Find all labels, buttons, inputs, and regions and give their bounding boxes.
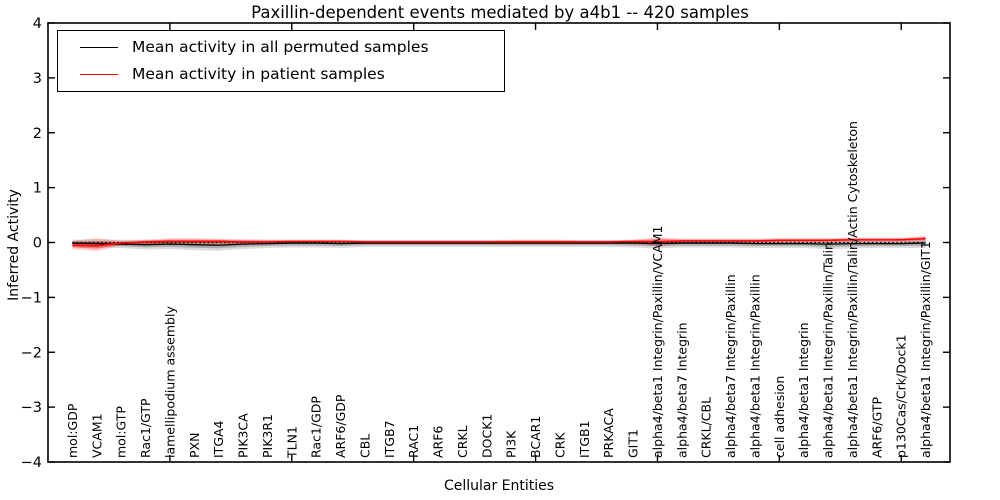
x-tick-label: CRKL bbox=[455, 425, 470, 458]
x-tick-label: PIK3CA bbox=[236, 413, 251, 458]
patient-inner-band bbox=[72, 237, 926, 249]
x-tick-label: Rac1/GDP bbox=[309, 396, 324, 458]
x-tick-label: alpha4/beta1 Integrin/Paxillin/Talin/Act… bbox=[845, 121, 860, 458]
x-tick-label: ARF6 bbox=[431, 426, 446, 458]
x-tick-label: alpha4/beta1 Integrin bbox=[796, 322, 811, 458]
legend-label: Mean activity in all permuted samples bbox=[132, 38, 429, 56]
x-tick-label: mol:GDP bbox=[65, 403, 80, 458]
x-tick-label: alpha4/beta1 Integrin/Paxillin/VCAM1 bbox=[650, 226, 665, 458]
y-tick-label: 1 bbox=[33, 181, 42, 197]
x-tick-label: alpha4/beta7 Integrin/Paxillin bbox=[723, 274, 738, 458]
y-tick-label: −1 bbox=[21, 290, 42, 306]
x-tick-label: p130Cas/Crk/Dock1 bbox=[894, 334, 909, 458]
x-tick-label: Rac1/GTP bbox=[138, 398, 153, 458]
x-tick-label: cell adhesion bbox=[772, 376, 787, 458]
patient-mean-line bbox=[72, 238, 926, 247]
x-tick-label: CRK bbox=[552, 432, 567, 458]
y-tick-label: −2 bbox=[21, 345, 42, 361]
x-tick-label: ITGB7 bbox=[382, 420, 397, 458]
legend-item-patient: Mean activity in patient samples bbox=[70, 65, 492, 83]
y-tick-label: −3 bbox=[21, 400, 42, 416]
x-tick-label: VCAM1 bbox=[89, 413, 104, 458]
x-tick-label: ARF6/GDP bbox=[333, 394, 348, 458]
y-tick-label: 2 bbox=[33, 126, 42, 142]
x-tick-label: alpha4/beta1 Integrin/Paxillin/Talin bbox=[821, 242, 836, 458]
x-tick-label: ITGB1 bbox=[577, 420, 592, 458]
x-tick-label: ARF6/GTP bbox=[869, 397, 884, 458]
y-tick-label: 3 bbox=[33, 71, 42, 87]
x-tick-label: PI3K bbox=[504, 430, 519, 458]
x-tick-label: CBL bbox=[357, 434, 372, 458]
legend-label: Mean activity in patient samples bbox=[132, 65, 385, 83]
permuted-line-swatch bbox=[80, 46, 118, 48]
x-tick-label: PRKACA bbox=[601, 408, 616, 458]
legend: Mean activity in all permuted samples Me… bbox=[57, 30, 505, 92]
x-tick-label: CRKL/CBL bbox=[699, 397, 714, 458]
x-tick-label: BCAR1 bbox=[528, 416, 543, 458]
x-tick-label: mol:GTP bbox=[114, 406, 129, 458]
x-tick-label: PXN bbox=[187, 433, 202, 458]
y-tick-label: −4 bbox=[21, 455, 42, 471]
x-tick-label: GIT1 bbox=[626, 429, 641, 458]
x-tick-label: lamellipodium assembly bbox=[162, 306, 177, 458]
x-tick-label: TLN1 bbox=[284, 426, 299, 459]
x-tick-label: alpha4/beta1 Integrin/Paxillin/GIT1 bbox=[918, 241, 933, 458]
patient-line-swatch bbox=[80, 73, 118, 75]
x-tick-label: alpha4/beta1 Integrin/Paxillin bbox=[747, 274, 762, 458]
chart-title: Paxillin-dependent events mediated by a4… bbox=[251, 3, 749, 22]
x-tick-label: PIK3R1 bbox=[260, 414, 275, 458]
y-tick-label: 4 bbox=[33, 16, 42, 32]
x-tick-label: RAC1 bbox=[406, 425, 421, 458]
x-tick-label: DOCK1 bbox=[479, 414, 494, 458]
x-axis-label: Cellular Entities bbox=[443, 478, 555, 494]
x-tick-label: ITGA4 bbox=[211, 420, 226, 458]
x-tick-label: alpha4/beta7 Integrin bbox=[674, 322, 689, 458]
legend-item-permuted: Mean activity in all permuted samples bbox=[70, 38, 492, 56]
y-tick-label: 0 bbox=[33, 236, 42, 252]
